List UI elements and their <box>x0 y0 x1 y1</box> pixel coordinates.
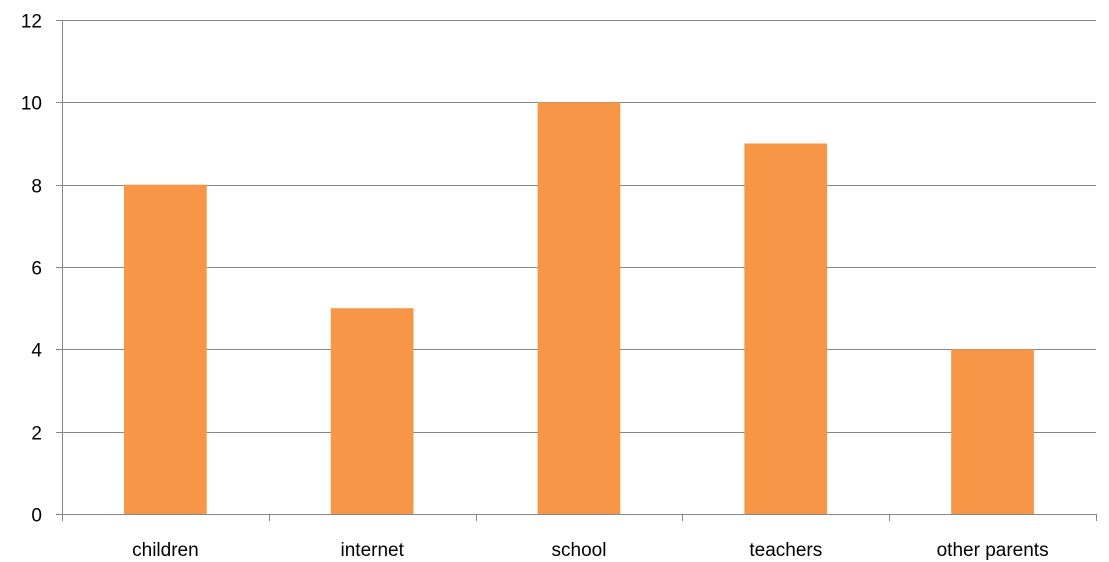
y-tick-label: 0 <box>31 506 42 527</box>
y-tick-label: 12 <box>21 12 42 33</box>
bar-school <box>537 102 621 515</box>
y-tick-label: 4 <box>31 341 42 362</box>
x-tick-label: other parents <box>937 540 1049 561</box>
bars <box>124 102 1034 515</box>
axes <box>56 20 1097 521</box>
y-tick-label: 6 <box>31 259 42 280</box>
x-tick-label: school <box>552 540 607 561</box>
y-tick-label: 8 <box>31 177 42 198</box>
x-tick-label: teachers <box>749 540 822 561</box>
x-tick-label: children <box>132 540 199 561</box>
bar-children <box>124 184 207 514</box>
bar-internet <box>330 308 414 514</box>
bar-teachers <box>744 143 828 514</box>
tick-labels: 0 2 4 6 8 10 12 children internet school teachers o… <box>21 12 1049 562</box>
bar-other-parents <box>951 349 1034 514</box>
y-tick-label: 2 <box>31 424 42 445</box>
y-tick-label: 10 <box>21 94 42 115</box>
x-tick-label: internet <box>341 540 405 561</box>
